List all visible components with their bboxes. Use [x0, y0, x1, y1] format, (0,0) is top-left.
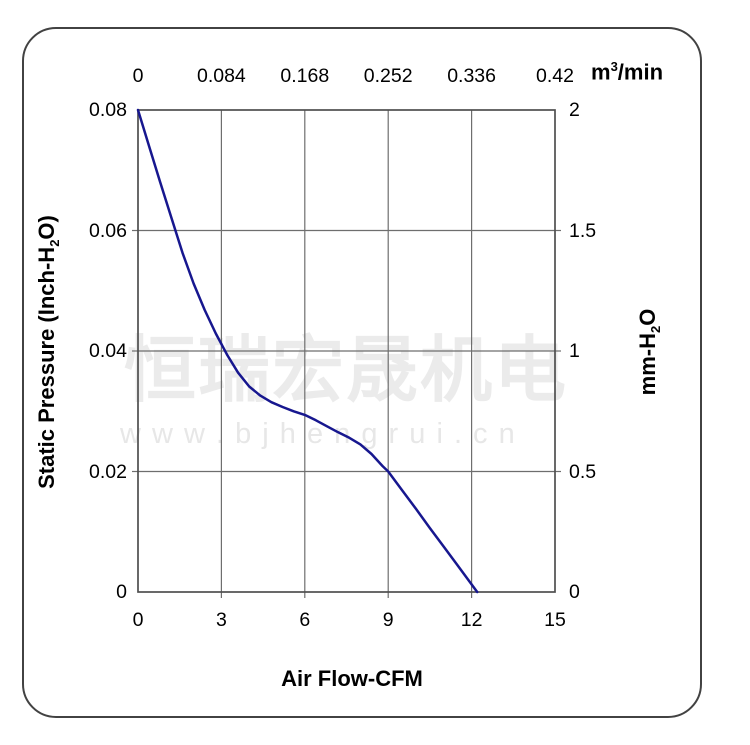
right-axis-tick: 0.5 — [569, 460, 597, 483]
right-title-prefix: mm-H — [634, 333, 660, 396]
right-axis-tick: 2 — [569, 99, 580, 121]
right-axis-tick: 1 — [569, 340, 580, 362]
watermark-website-text: w w w . b j h e n g r u i . c n — [120, 418, 517, 450]
unit-suffix: /min — [617, 59, 664, 85]
right-axis-tick: 0 — [569, 581, 580, 603]
top-axis-tick: 0.42 — [536, 65, 574, 87]
right-title-suffix: O — [634, 308, 660, 326]
top-axis-unit-label: m3/min — [591, 59, 663, 85]
bottom-axis-tick: 12 — [460, 609, 483, 631]
watermark-company-text: 恒瑞宏晟机电 — [124, 331, 569, 411]
left-title-suffix: O) — [33, 215, 59, 240]
top-axis-tick: 0.168 — [280, 65, 330, 87]
top-axis-tick: 0.252 — [363, 65, 413, 87]
left-axis-tick: 0.04 — [89, 340, 127, 362]
chart-card: 恒瑞宏晟机电 w w w . b j h e n g r u i . c n — [22, 27, 702, 718]
bottom-axis-tick: 15 — [544, 609, 566, 631]
bottom-axis-tick: 9 — [382, 609, 394, 631]
right-axis-tick: 1.5 — [569, 219, 597, 242]
unit-superscript: 3 — [610, 59, 618, 74]
bottom-axis-tick: 0 — [132, 609, 144, 631]
unit-prefix: m — [591, 59, 611, 85]
left-axis-tick: 0.06 — [89, 219, 127, 242]
left-axis-tick: 0.02 — [89, 460, 127, 483]
right-title-subscript: 2 — [648, 325, 664, 334]
left-axis-tick: 0 — [116, 581, 127, 603]
bottom-axis-tick: 3 — [215, 609, 227, 631]
top-axis-tick: 0.084 — [196, 65, 246, 87]
left-axis-tick: 0.08 — [89, 99, 127, 121]
top-axis-tick: 0.336 — [447, 65, 496, 87]
top-axis-tick: 0 — [132, 65, 144, 87]
left-title-prefix: Static Pressure (Inch-H — [33, 246, 59, 489]
right-axis-title: mm-H2O — [635, 309, 663, 396]
bottom-axis-tick: 6 — [299, 609, 311, 631]
bottom-axis-title: Air Flow-CFM — [281, 666, 423, 691]
